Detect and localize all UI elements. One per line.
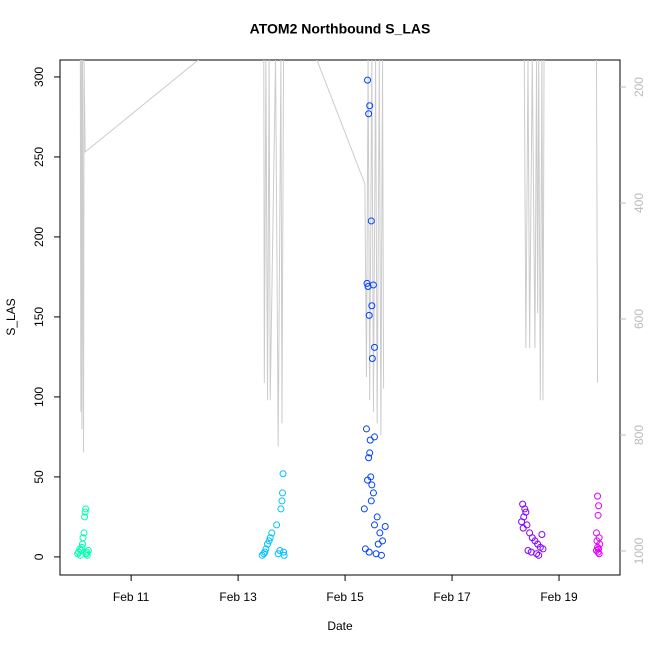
y-tick-label: 50	[32, 470, 46, 484]
data-point	[261, 548, 269, 556]
x-tick-label: Feb 15	[326, 590, 364, 604]
data-point	[360, 505, 368, 513]
data-point	[366, 436, 374, 444]
x-tick-label: Feb 11	[113, 590, 150, 604]
data-point	[83, 548, 91, 556]
depth-line	[79, 60, 599, 453]
data-point	[374, 540, 382, 548]
data-point	[361, 545, 369, 553]
data-point	[81, 513, 89, 521]
data-point	[539, 545, 547, 553]
data-point	[595, 550, 603, 558]
data-point	[265, 537, 273, 545]
data-point	[280, 548, 288, 556]
data-point	[368, 355, 376, 363]
data-point	[370, 433, 378, 441]
y2-tick-label: 400	[632, 193, 646, 213]
data-point	[365, 454, 373, 462]
data-point	[366, 449, 374, 457]
y2-tick-label: 200	[632, 77, 646, 97]
data-point	[373, 513, 381, 521]
data-point	[280, 551, 288, 559]
x-tick-label: Feb 17	[433, 590, 471, 604]
data-point	[81, 508, 89, 516]
data-point	[538, 531, 546, 539]
data-point	[80, 529, 88, 537]
data-point	[595, 502, 603, 510]
data-point	[273, 521, 281, 529]
data-point	[262, 545, 270, 553]
data-point	[279, 470, 287, 478]
data-point	[365, 110, 373, 118]
data-point	[364, 76, 372, 84]
plot-frame	[59, 59, 621, 576]
data-point	[279, 489, 287, 497]
data-point	[83, 551, 91, 559]
data-point	[523, 521, 531, 529]
y-tick-label: 0	[32, 553, 46, 560]
data-point	[368, 302, 376, 310]
data-point	[278, 497, 286, 505]
x-tick-label: Feb 13	[219, 590, 257, 604]
data-point	[518, 518, 526, 526]
data-point	[535, 551, 543, 559]
data-point	[268, 529, 276, 537]
data-point	[369, 281, 377, 289]
data-point	[524, 547, 532, 555]
y-tick-label: 150	[32, 307, 46, 327]
y2-tick-label: 800	[632, 425, 646, 445]
data-point	[376, 529, 384, 537]
data-point	[594, 492, 602, 500]
data-point	[78, 543, 86, 551]
data-point	[369, 489, 377, 497]
data-point	[594, 543, 602, 551]
y2-tick-label: 600	[632, 309, 646, 329]
y2-tick-label: 1000	[632, 537, 646, 564]
data-point	[364, 476, 372, 484]
data-point	[82, 505, 90, 513]
data-point	[365, 311, 373, 319]
y-tick-label: 300	[32, 67, 46, 87]
data-point	[276, 547, 284, 555]
data-point	[370, 343, 378, 351]
data-point	[362, 425, 370, 433]
data-point	[368, 481, 376, 489]
data-point	[594, 548, 602, 556]
x-tick-label: Feb 19	[540, 590, 578, 604]
data-point	[377, 551, 385, 559]
data-point	[594, 511, 602, 519]
data-point	[519, 524, 527, 532]
data-point	[367, 497, 375, 505]
data-point	[381, 523, 389, 531]
data-point	[79, 534, 87, 542]
y-tick-label: 200	[32, 227, 46, 247]
data-point	[367, 217, 375, 225]
data-point	[366, 102, 374, 110]
y-axis-label: S_LAS	[4, 298, 18, 335]
data-point	[521, 505, 529, 513]
data-point	[266, 534, 274, 542]
x-axis-label: Date	[327, 619, 353, 633]
y-tick-label: 100	[32, 387, 46, 407]
data-point	[370, 521, 378, 529]
data-point	[363, 279, 371, 287]
data-point	[84, 547, 92, 555]
chart-title: ATOM2 Northbound S_LAS	[250, 21, 431, 37]
data-point	[533, 550, 541, 558]
data-point	[365, 548, 373, 556]
y-tick-label: 250	[32, 147, 46, 167]
data-point	[595, 545, 603, 553]
data-point	[277, 505, 285, 513]
data-point	[379, 537, 387, 545]
